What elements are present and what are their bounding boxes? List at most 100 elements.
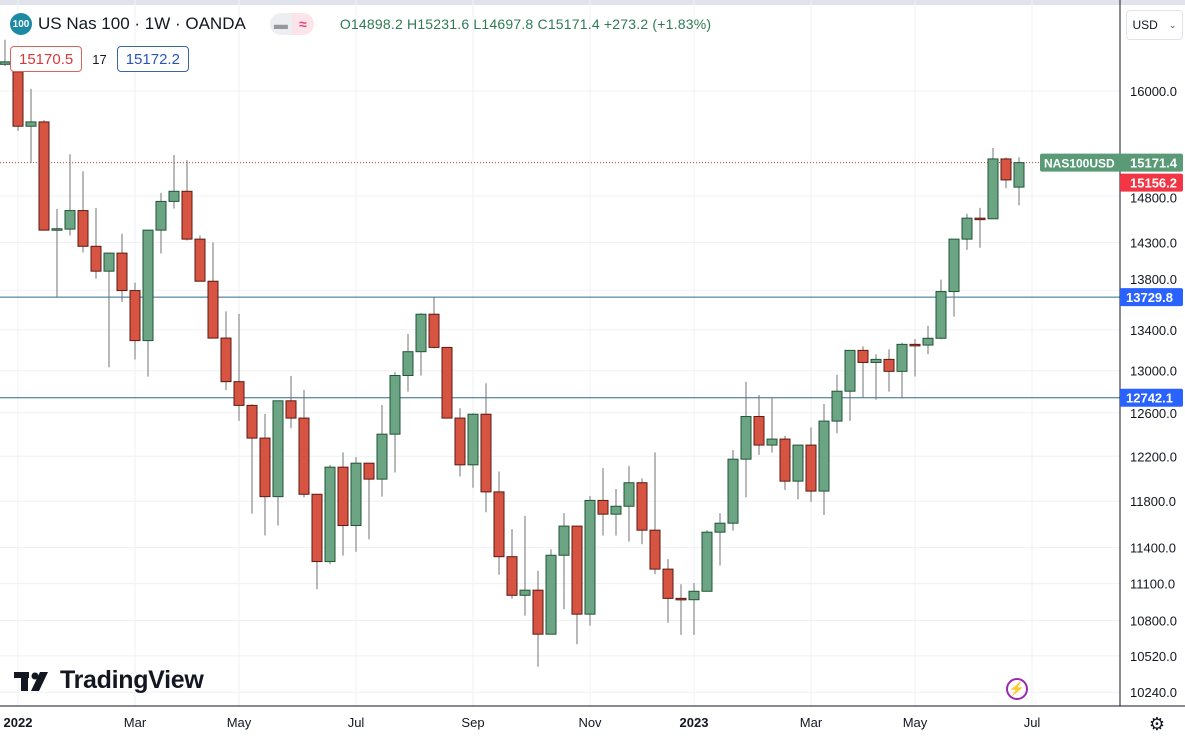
candle bbox=[545, 549, 557, 635]
candle bbox=[233, 313, 245, 421]
candle bbox=[831, 374, 843, 434]
approx-icon[interactable]: ≈ bbox=[291, 13, 314, 35]
price-tick-label: 11400.0 bbox=[1130, 541, 1176, 556]
level-price-label-bg bbox=[1120, 288, 1183, 307]
candle bbox=[181, 160, 193, 241]
candle bbox=[467, 413, 479, 488]
gear-icon[interactable]: ⚙ bbox=[1148, 713, 1166, 734]
candle-body bbox=[935, 291, 947, 339]
candle bbox=[376, 404, 388, 497]
candle-body bbox=[259, 437, 271, 498]
candle bbox=[389, 372, 401, 473]
candles bbox=[0, 39, 1025, 667]
ohlc-readout: O14898.2 H15231.6 L14697.8 C15171.4 +273… bbox=[339, 16, 712, 32]
candle bbox=[51, 208, 63, 298]
candle bbox=[870, 354, 882, 400]
candle-body bbox=[51, 228, 63, 231]
candle-body bbox=[506, 556, 518, 596]
candle-body bbox=[311, 493, 323, 563]
price-tick-label: 11100.0 bbox=[1130, 577, 1175, 592]
tradingview-logo[interactable]: TradingView bbox=[14, 666, 204, 695]
candle bbox=[298, 389, 310, 498]
candle bbox=[714, 513, 726, 566]
candle-body bbox=[948, 238, 960, 293]
candle bbox=[987, 148, 999, 220]
candle-body bbox=[987, 158, 999, 220]
candle bbox=[883, 349, 895, 392]
candle bbox=[90, 207, 102, 279]
candle bbox=[64, 154, 76, 236]
candle bbox=[246, 404, 258, 514]
candle bbox=[38, 120, 50, 231]
price-tick-label: 10800.0 bbox=[1130, 614, 1177, 629]
candle-body bbox=[181, 190, 193, 240]
candle bbox=[220, 311, 232, 390]
time-tick-label: Nov bbox=[578, 715, 602, 730]
candle-body bbox=[831, 390, 843, 422]
level-price-label: 12742.1 bbox=[1126, 391, 1173, 406]
time-axis[interactable]: 2022 Mar May Jul Sep Nov 2023 Mar May Jul bbox=[4, 715, 1041, 730]
symbol-title[interactable]: US Nas 100 · 1W · OANDA bbox=[38, 14, 246, 33]
candle bbox=[974, 207, 986, 248]
level-price-label: 13729.8 bbox=[1126, 290, 1173, 305]
candle-body bbox=[623, 482, 635, 507]
candle-body bbox=[961, 217, 973, 240]
candle bbox=[77, 171, 89, 253]
candle bbox=[350, 457, 362, 552]
candle bbox=[805, 427, 817, 502]
last-price-label-bg bbox=[1040, 153, 1183, 172]
candle bbox=[402, 333, 414, 392]
candle-body bbox=[155, 200, 167, 231]
indicator-toggle-pill[interactable]: ▬ ≈ bbox=[269, 13, 314, 35]
candle-body bbox=[844, 349, 856, 392]
candle bbox=[519, 515, 531, 616]
chevron-down-icon: ⌄ bbox=[1168, 19, 1177, 30]
candle-body bbox=[688, 590, 700, 601]
candle-body bbox=[792, 444, 804, 482]
spread-value: 17 bbox=[92, 51, 107, 67]
candle bbox=[142, 229, 154, 377]
time-tick-label: Mar bbox=[800, 715, 823, 730]
candle-body bbox=[389, 375, 401, 435]
candle-body bbox=[207, 280, 219, 339]
candle bbox=[363, 462, 375, 540]
candle-body bbox=[337, 466, 349, 527]
candle-body bbox=[1000, 158, 1012, 181]
currency-select[interactable]: USD ⌄ bbox=[1126, 10, 1183, 40]
candle bbox=[896, 342, 908, 399]
symbol-name-label: NAS100USD bbox=[1044, 157, 1115, 171]
candle bbox=[935, 279, 947, 340]
candle-body bbox=[493, 491, 505, 558]
candle bbox=[428, 297, 440, 349]
candle-body bbox=[675, 597, 687, 601]
level-price-label-bg bbox=[1120, 388, 1183, 407]
candle bbox=[1013, 157, 1025, 206]
candle bbox=[753, 394, 765, 455]
time-tick-label: 2023 bbox=[680, 715, 709, 730]
candle bbox=[311, 493, 323, 590]
candle bbox=[168, 154, 180, 209]
prev-close-label: 15156.2 bbox=[1130, 176, 1177, 191]
buy-button[interactable]: 15172.2 bbox=[116, 46, 189, 72]
candle-body bbox=[441, 346, 453, 419]
candle bbox=[324, 464, 336, 565]
candle-body bbox=[753, 415, 765, 446]
candle bbox=[441, 346, 453, 419]
sell-button[interactable]: 15170.5 bbox=[10, 46, 83, 72]
candle-body bbox=[0, 61, 11, 65]
candle-body bbox=[870, 358, 882, 363]
candle bbox=[597, 468, 609, 536]
price-axis[interactable]: 16000.0 14800.0 14300.0 13800.0 13400.0 13000… bbox=[1130, 84, 1177, 700]
top-toolbar-strip bbox=[0, 0, 1185, 5]
candle-body bbox=[779, 438, 791, 482]
lightning-icon[interactable]: ⚡ bbox=[1006, 678, 1028, 700]
minus-icon[interactable]: ▬ bbox=[269, 13, 292, 35]
candle bbox=[194, 235, 206, 282]
candle-body bbox=[1013, 162, 1025, 188]
candle-body bbox=[194, 238, 206, 282]
candle-body bbox=[532, 589, 544, 635]
price-tick-label: 11800.0 bbox=[1130, 494, 1176, 509]
price-tick-label: 10240.0 bbox=[1130, 685, 1177, 700]
price-tick-label: 10520.0 bbox=[1130, 649, 1177, 664]
